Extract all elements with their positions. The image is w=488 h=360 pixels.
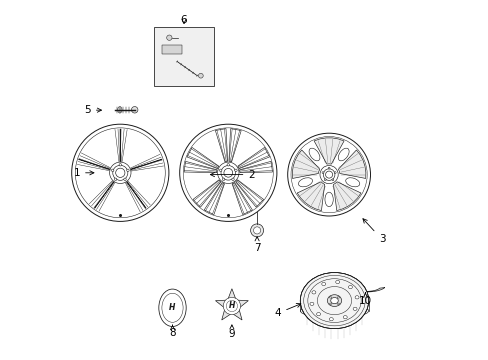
Circle shape <box>131 107 138 113</box>
Circle shape <box>114 178 117 180</box>
Text: 6: 6 <box>181 15 187 25</box>
Polygon shape <box>333 182 360 211</box>
Polygon shape <box>338 150 365 179</box>
Ellipse shape <box>348 285 352 289</box>
Ellipse shape <box>326 295 341 306</box>
Circle shape <box>116 168 124 177</box>
Circle shape <box>109 162 131 184</box>
Ellipse shape <box>311 291 315 294</box>
Circle shape <box>327 167 329 169</box>
Polygon shape <box>297 182 324 211</box>
Ellipse shape <box>338 148 348 161</box>
Text: H: H <box>228 302 235 310</box>
Circle shape <box>319 166 338 184</box>
Ellipse shape <box>309 302 313 306</box>
Ellipse shape <box>321 282 325 285</box>
Ellipse shape <box>354 296 358 299</box>
Circle shape <box>325 171 332 178</box>
Ellipse shape <box>330 297 338 304</box>
Bar <box>162 45 182 54</box>
Text: 5: 5 <box>84 105 102 115</box>
Ellipse shape <box>329 318 333 321</box>
Circle shape <box>324 179 325 181</box>
Polygon shape <box>313 138 344 164</box>
Ellipse shape <box>343 316 346 319</box>
Ellipse shape <box>300 304 368 318</box>
Circle shape <box>334 172 335 174</box>
Text: 3: 3 <box>362 219 385 244</box>
Circle shape <box>222 178 224 180</box>
Circle shape <box>323 169 334 180</box>
Text: 1: 1 <box>73 168 94 178</box>
Text: 10: 10 <box>358 293 371 306</box>
Ellipse shape <box>352 307 356 310</box>
Ellipse shape <box>337 303 339 305</box>
Circle shape <box>198 73 203 78</box>
Ellipse shape <box>308 148 319 161</box>
Text: H: H <box>169 303 175 312</box>
Text: 2: 2 <box>210 170 254 180</box>
Text: 7: 7 <box>253 237 260 253</box>
Text: 9: 9 <box>228 325 235 339</box>
Circle shape <box>217 162 239 184</box>
Circle shape <box>250 224 263 237</box>
Circle shape <box>322 172 323 174</box>
Circle shape <box>224 168 232 177</box>
Ellipse shape <box>345 178 359 187</box>
Circle shape <box>226 163 229 166</box>
Circle shape <box>166 35 172 40</box>
Ellipse shape <box>335 280 339 284</box>
Circle shape <box>119 163 121 166</box>
Circle shape <box>231 178 234 180</box>
Circle shape <box>331 179 333 181</box>
Ellipse shape <box>337 297 339 298</box>
Circle shape <box>113 165 127 180</box>
Polygon shape <box>215 289 248 320</box>
Circle shape <box>221 166 235 180</box>
Ellipse shape <box>223 297 240 315</box>
Circle shape <box>123 178 126 180</box>
Ellipse shape <box>298 178 312 187</box>
Circle shape <box>126 169 129 171</box>
Circle shape <box>219 169 222 171</box>
Polygon shape <box>348 288 384 292</box>
Ellipse shape <box>159 289 186 327</box>
Bar <box>154 27 213 86</box>
Polygon shape <box>292 150 319 179</box>
Ellipse shape <box>300 273 368 329</box>
Text: 4: 4 <box>274 303 300 318</box>
Circle shape <box>111 169 114 171</box>
Circle shape <box>234 169 237 171</box>
Ellipse shape <box>329 297 331 298</box>
Ellipse shape <box>316 312 320 316</box>
Text: 8: 8 <box>169 325 176 338</box>
Ellipse shape <box>329 303 331 305</box>
Circle shape <box>253 227 260 234</box>
Ellipse shape <box>118 107 122 113</box>
Ellipse shape <box>325 192 332 207</box>
